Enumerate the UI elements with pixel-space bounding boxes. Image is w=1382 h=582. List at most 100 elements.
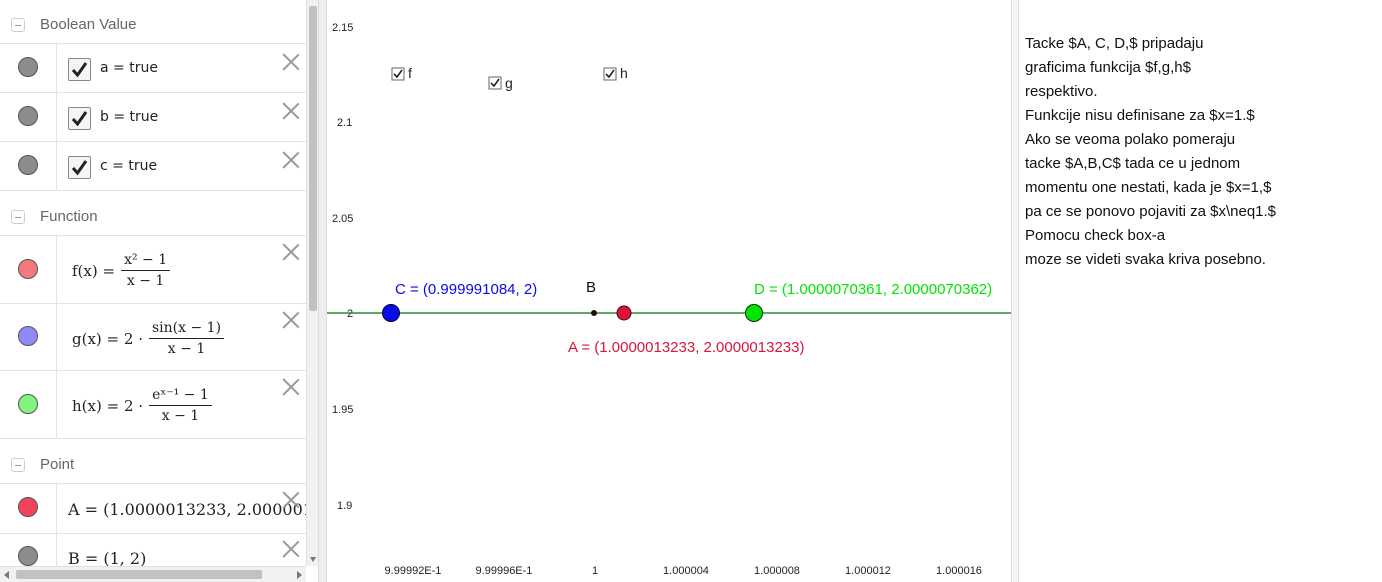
delete-icon[interactable]: [282, 150, 300, 168]
visibility-marble[interactable]: [18, 57, 38, 77]
visibility-marble[interactable]: [18, 497, 38, 517]
delete-icon[interactable]: [282, 101, 300, 119]
algebra-item-b[interactable]: b = true: [0, 93, 306, 142]
fraction: sin(x − 1) x − 1: [149, 320, 225, 357]
function-g: g(x) = 2 · sin(x − 1) x − 1: [72, 320, 225, 357]
marble-cell: [0, 44, 57, 92]
y-tick-label: 2.1: [337, 117, 352, 129]
algebra-vertical-scrollbar[interactable]: [306, 0, 318, 566]
y-tick-label: 2.15: [332, 22, 353, 34]
algebra-view: Boolean Value a = true b = true c = true…: [0, 0, 318, 582]
algebra-item-c[interactable]: c = true: [0, 142, 306, 191]
collapse-icon[interactable]: [11, 458, 25, 472]
collapse-icon[interactable]: [11, 18, 25, 32]
point-B[interactable]: [591, 310, 597, 316]
x-tick-label: 1: [592, 565, 598, 577]
notes-line: Funkcije nisu definisane za $x=1.$: [1025, 107, 1255, 124]
scroll-right-icon[interactable]: [297, 571, 302, 579]
delete-icon[interactable]: [282, 52, 300, 70]
visibility-marble[interactable]: [18, 155, 38, 175]
point-C-label: C = (0.999991084, 2): [395, 281, 537, 298]
notes-line: Tacke $A, C, D,$ pripadaju: [1025, 35, 1204, 52]
delete-icon[interactable]: [282, 377, 300, 395]
checkbox-g[interactable]: g: [488, 75, 513, 91]
algebra-horizontal-scrollbar[interactable]: [0, 566, 306, 582]
visibility-marble[interactable]: [18, 259, 38, 279]
checkbox-a[interactable]: [68, 58, 91, 81]
x-tick-label: 1.000016: [936, 565, 982, 577]
y-tick-label: 1.9: [337, 500, 352, 512]
scroll-down-icon[interactable]: [310, 557, 316, 562]
scrollbar-thumb[interactable]: [16, 570, 262, 579]
group-title: Boolean Value: [40, 16, 137, 33]
notes-line: respektivo.: [1025, 83, 1098, 100]
marble-cell: [0, 236, 57, 303]
checkbox-h-label: h: [620, 65, 628, 81]
marble-cell: [0, 484, 57, 533]
delete-icon[interactable]: [282, 310, 300, 328]
point-A[interactable]: [616, 305, 632, 321]
x-tick-label: 9.99996E-1: [476, 565, 533, 577]
point-A-definition: A = (1.0000013233, 2.0000013233): [68, 500, 306, 519]
boolean-a: a = true: [100, 60, 158, 76]
notes-line: pa ce se ponovo pojaviti za $x\neq1.$: [1025, 203, 1277, 220]
boolean-c: c = true: [100, 158, 158, 174]
delete-icon[interactable]: [282, 490, 300, 508]
algebra-item-a[interactable]: a = true: [0, 44, 306, 93]
visibility-marble[interactable]: [18, 394, 38, 414]
group-header-boolean[interactable]: Boolean Value: [0, 0, 306, 44]
notes-line: Pomocu check box-a: [1025, 227, 1166, 244]
notes-line: momentu one nestati, kada je $x=1,$: [1025, 179, 1272, 196]
point-D-label: D = (1.0000070361, 2.0000070362): [754, 281, 992, 298]
group-header-point[interactable]: Point: [0, 440, 306, 484]
algebra-item-g[interactable]: g(x) = 2 · sin(x − 1) x − 1: [0, 304, 306, 371]
marble-cell: [0, 304, 57, 370]
notes-line: moze se videti svaka kriva posebno.: [1025, 251, 1266, 268]
marble-cell: [0, 93, 57, 141]
point-D[interactable]: [745, 304, 763, 322]
collapse-icon[interactable]: [11, 210, 25, 224]
graphics-view[interactable]: 2.15 2.1 2.05 2 1.95 1.9 9.99992E-1 9.99…: [327, 0, 1011, 582]
notes-text: Tacke $A, C, D,$ pripadaju graficima fun…: [1025, 32, 1276, 272]
point-B-definition: B = (1, 2): [68, 549, 147, 566]
marble-cell: [0, 534, 57, 566]
point-C[interactable]: [382, 304, 400, 322]
algebra-item-A[interactable]: A = (1.0000013233, 2.0000013233): [0, 484, 306, 534]
checkbox-h[interactable]: h: [603, 65, 628, 81]
marble-cell: [0, 142, 57, 190]
delete-icon[interactable]: [282, 242, 300, 260]
panel-divider[interactable]: [1011, 0, 1019, 582]
checkbox-b[interactable]: [68, 107, 91, 130]
x-tick-label: 1.000004: [663, 565, 709, 577]
point-B-label: B: [586, 279, 596, 296]
boolean-b: b = true: [100, 109, 159, 125]
notes-line: graficima funkcija $f,g,h$: [1025, 59, 1191, 76]
scroll-left-icon[interactable]: [4, 571, 9, 579]
visibility-marble[interactable]: [18, 546, 38, 566]
visibility-marble[interactable]: [18, 106, 38, 126]
delete-icon[interactable]: [282, 539, 300, 557]
point-A-label: A = (1.0000013233, 2.0000013233): [568, 339, 804, 356]
visibility-marble[interactable]: [18, 326, 38, 346]
y-tick-label: 2.05: [332, 213, 353, 225]
checkbox-g-label: g: [505, 75, 513, 91]
group-title: Function: [40, 208, 98, 225]
checkbox-c[interactable]: [68, 156, 91, 179]
group-header-function[interactable]: Function: [0, 192, 306, 236]
x-tick-label: 9.99992E-1: [385, 565, 442, 577]
scrollbar-thumb[interactable]: [309, 6, 317, 311]
algebra-item-B[interactable]: B = (1, 2): [0, 534, 306, 566]
notes-line: Ako se veoma polako pomeraju: [1025, 131, 1236, 148]
notes-line: tacke $A,B,C$ tada ce u jednom: [1025, 155, 1241, 172]
text-view: Tacke $A, C, D,$ pripadaju graficima fun…: [1019, 0, 1382, 582]
group-title: Point: [40, 456, 75, 473]
y-tick-label: 1.95: [332, 404, 353, 416]
panel-divider[interactable]: [318, 0, 327, 582]
checkbox-f[interactable]: f: [391, 65, 412, 81]
